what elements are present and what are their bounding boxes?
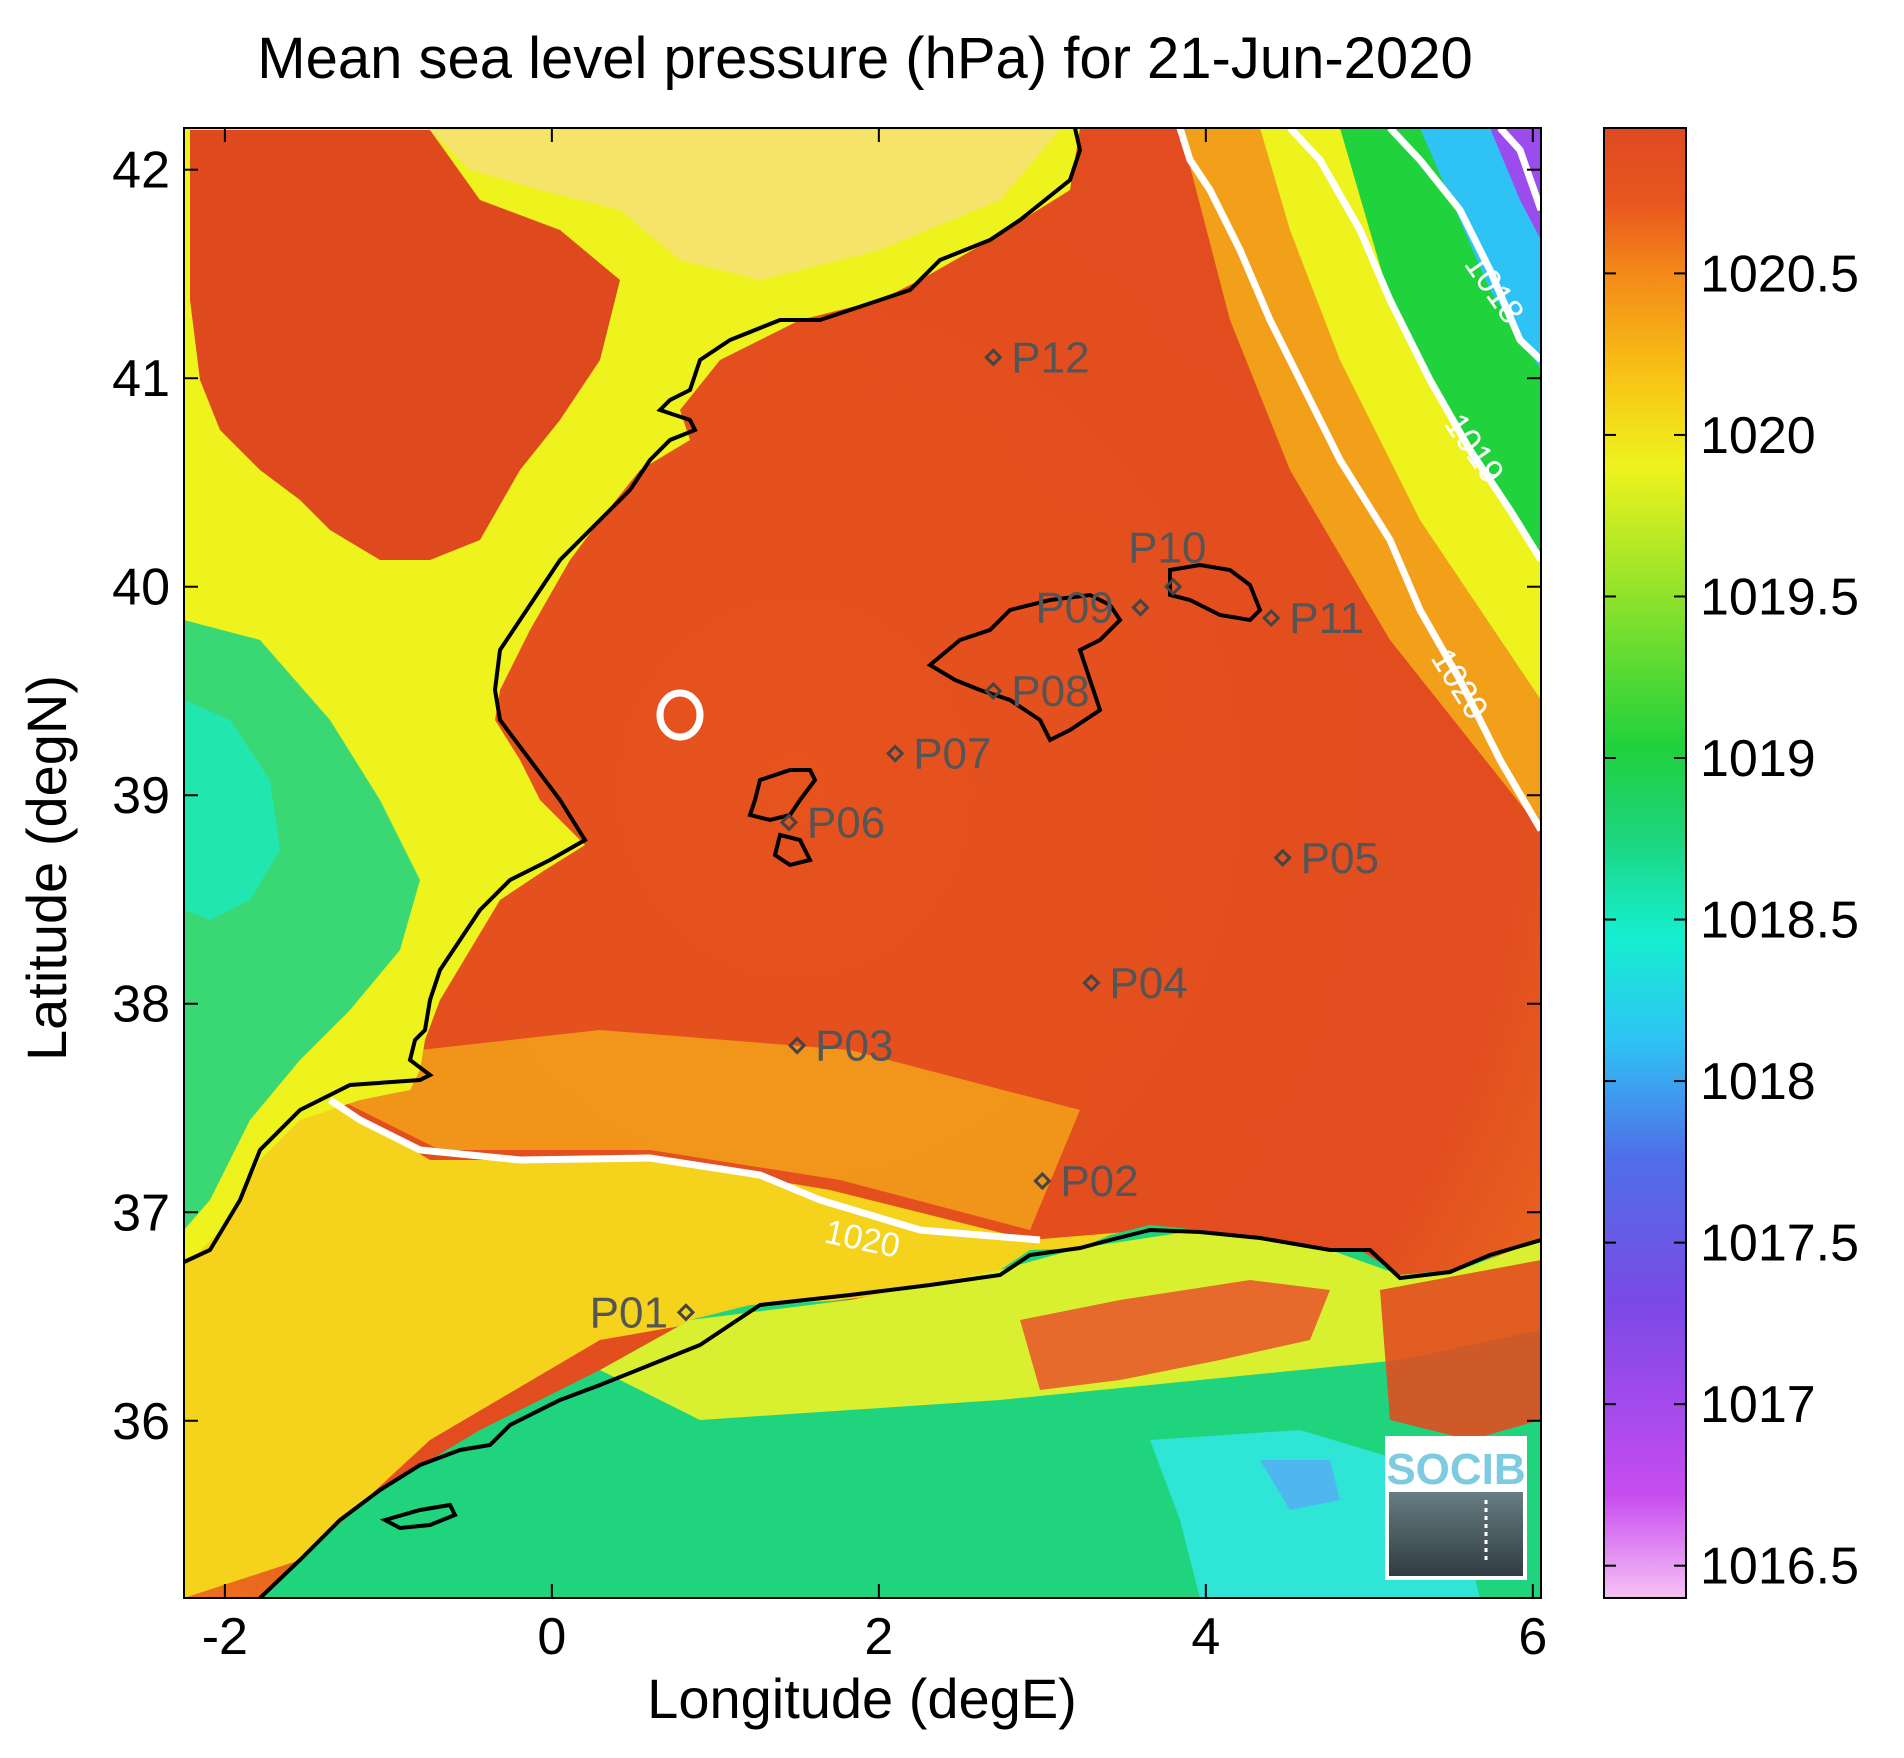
colorbar — [1603, 127, 1687, 1599]
station-label: P03 — [815, 1021, 893, 1070]
contour-1018-top — [1497, 128, 1541, 212]
map-panel — [184, 128, 1541, 1598]
station-marker-icon — [787, 1036, 807, 1055]
x-tick-label: -2 — [202, 1608, 248, 1666]
colorbar-tick-label: 1017.5 — [1700, 1215, 1859, 1273]
formentera — [772, 832, 813, 868]
africa-south-blue — [1260, 1460, 1340, 1510]
africa-coastline — [258, 1227, 1541, 1598]
iberia-coastline — [184, 128, 1083, 1264]
colorbar-tick-label: 1020.5 — [1700, 245, 1859, 303]
station-label: P07 — [913, 730, 991, 779]
y-tick-label: 41 — [112, 350, 170, 408]
x-axis-label: Longitude (degE) — [647, 1667, 1077, 1730]
station-p12: P12 — [984, 333, 1090, 382]
east-band-purple — [1490, 128, 1541, 240]
station-marker-icon — [886, 744, 905, 763]
colorbar-tick-label: 1018.5 — [1700, 892, 1859, 950]
station-label: P11 — [1289, 594, 1364, 643]
colorbar-ticks: 1016.5 1017 1017.5 1018 1018.5 1019 1019.5 1020… — [1604, 245, 1859, 1596]
x-tick-label: 0 — [537, 1608, 566, 1666]
station-label: P08 — [1011, 667, 1089, 716]
contour-1019 — [1287, 128, 1541, 562]
station-label: P05 — [1301, 834, 1379, 883]
south-sea-orange — [330, 1030, 1080, 1230]
station-label: P04 — [1109, 959, 1187, 1008]
station-p08: P08 — [984, 667, 1090, 716]
station-label: P12 — [1011, 333, 1089, 382]
station-marker-icon — [1082, 973, 1101, 993]
contour-1020-south — [328, 1097, 1041, 1244]
mallorca — [926, 592, 1123, 743]
station-label: P02 — [1060, 1157, 1138, 1206]
socib-logo-band — [1389, 1440, 1523, 1492]
station-marker-icon — [1131, 598, 1150, 617]
station-marker-icon — [779, 813, 799, 832]
colorbar-tick-label: 1018 — [1700, 1053, 1816, 1111]
station-label: P01 — [590, 1288, 668, 1337]
station-marker-icon — [984, 348, 1003, 367]
y-tick-label: 39 — [112, 767, 170, 825]
alboran-island — [379, 1502, 458, 1531]
station-label: P06 — [807, 798, 885, 847]
contours — [328, 128, 1541, 1244]
station-p02: P02 — [1033, 1157, 1139, 1206]
station-p09: P09 — [1035, 584, 1150, 633]
x-axis-ticks: -2 0 2 4 6 — [202, 128, 1547, 1666]
colorbar-tick-label: 1017 — [1700, 1376, 1816, 1434]
colorbar-tick-label: 1019.5 — [1700, 568, 1859, 626]
y-tick-label: 37 — [112, 1184, 170, 1242]
socib-logo: SOCIB — [1385, 1436, 1527, 1580]
colorbar-tick-label: 1016.5 — [1700, 1538, 1859, 1596]
station-marker-icon — [1033, 1171, 1052, 1191]
colorbar-tick-label: 1019 — [1700, 730, 1816, 788]
station-p04: P04 — [1082, 959, 1188, 1008]
station-p07: P07 — [886, 730, 991, 779]
station-p01: P01 — [590, 1288, 696, 1337]
atlas-red-east — [1380, 1260, 1541, 1440]
pyrenees-yellow — [430, 130, 1060, 280]
station-marker-icon — [676, 1303, 696, 1322]
atlas-red-patches — [1020, 1280, 1330, 1390]
station-marker-icon — [1273, 848, 1292, 867]
y-tick-label: 40 — [112, 559, 170, 617]
iberia-interior-red — [190, 130, 620, 560]
y-tick-label: 36 — [112, 1393, 170, 1451]
socib-logo-text: SOCIB — [1386, 1445, 1525, 1494]
x-tick-label: 6 — [1518, 1608, 1547, 1666]
y-axis-ticks: 36 37 38 39 40 41 42 — [112, 142, 1541, 1451]
iberia-west-cyan — [184, 700, 280, 920]
y-tick-label: 42 — [112, 142, 170, 200]
station-p03: P03 — [787, 1021, 893, 1070]
x-tick-label: 2 — [864, 1608, 893, 1666]
station-p10: P10 — [1128, 524, 1206, 596]
chart-title: Mean sea level pressure (hPa) for 21-Jun… — [257, 26, 1472, 91]
y-axis-label: Latitude (degN) — [15, 675, 78, 1061]
menorca — [1168, 562, 1263, 623]
station-marker-icon — [984, 681, 1003, 701]
station-label: P09 — [1035, 584, 1113, 633]
ibiza — [747, 768, 818, 823]
station-markers: P01 P02 P03 P04 P05 P06 P07 P08 P09 P10 P11 P12 — [590, 333, 1379, 1337]
contour-1020-east — [1176, 128, 1541, 832]
contour-1018 — [1387, 128, 1541, 363]
station-label: P10 — [1128, 524, 1206, 573]
contour-1020-west-low — [656, 689, 704, 741]
station-p06: P06 — [779, 798, 885, 847]
station-marker-icon — [1262, 608, 1281, 628]
station-marker-icon — [1164, 577, 1183, 596]
south-sea-yellow — [184, 1010, 1150, 1598]
colorbar-tick-label: 1020 — [1700, 407, 1816, 465]
station-p11: P11 — [1262, 594, 1364, 643]
y-tick-label: 38 — [112, 976, 170, 1034]
map-frame — [183, 127, 1542, 1599]
station-p05: P05 — [1273, 834, 1379, 883]
coastlines — [184, 128, 1541, 1598]
x-tick-label: 4 — [1191, 1608, 1220, 1666]
